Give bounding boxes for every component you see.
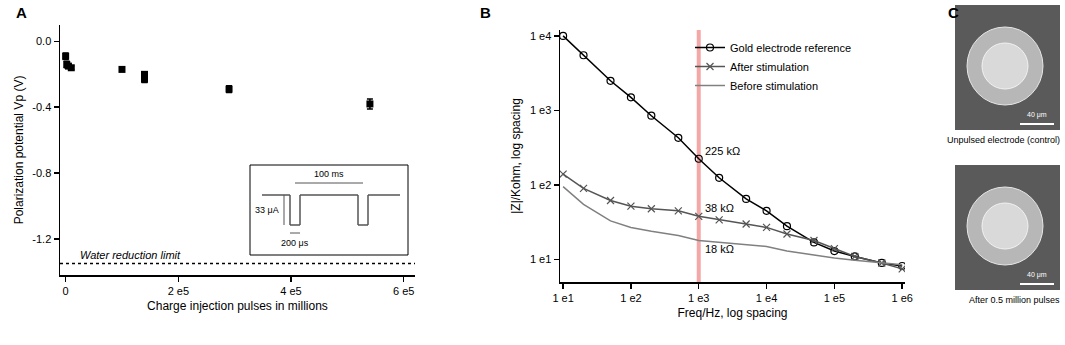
svg-text:Water reduction limit: Water reduction limit bbox=[80, 249, 181, 261]
svg-text:1 e6: 1 e6 bbox=[891, 292, 912, 304]
svg-text:1 e1: 1 e1 bbox=[552, 292, 573, 304]
svg-text:Freq/Hz, log spacing: Freq/Hz, log spacing bbox=[677, 306, 787, 320]
svg-text:Polarization potential Vp (V): Polarization potential Vp (V) bbox=[12, 76, 26, 225]
svg-text:After 0.5 million pulses: After 0.5 million pulses bbox=[969, 295, 1060, 305]
svg-text:-1.2: -1.2 bbox=[32, 233, 51, 245]
svg-text:Unpulsed electrode (control): Unpulsed electrode (control) bbox=[947, 135, 1060, 145]
svg-text:33 μA: 33 μA bbox=[255, 205, 279, 215]
svg-text:1 e2: 1 e2 bbox=[530, 179, 551, 191]
svg-text:Before stimulation: Before stimulation bbox=[730, 80, 818, 92]
svg-text:0.0: 0.0 bbox=[36, 35, 51, 47]
svg-text:1 e1: 1 e1 bbox=[530, 253, 551, 265]
svg-text:2 e5: 2 e5 bbox=[168, 285, 189, 297]
svg-text:38 kΩ: 38 kΩ bbox=[705, 202, 734, 214]
svg-text:-0.4: -0.4 bbox=[32, 101, 51, 113]
svg-text:6 e5: 6 e5 bbox=[393, 285, 414, 297]
svg-text:200 μs: 200 μs bbox=[281, 238, 309, 248]
svg-text:1 e2: 1 e2 bbox=[620, 292, 641, 304]
svg-text:1 e3: 1 e3 bbox=[688, 292, 709, 304]
svg-text:1 e5: 1 e5 bbox=[824, 292, 845, 304]
svg-text:After stimulation: After stimulation bbox=[730, 61, 809, 73]
svg-text:1 e4: 1 e4 bbox=[530, 30, 551, 42]
svg-text:40 μm: 40 μm bbox=[1027, 271, 1047, 279]
svg-text:1 e3: 1 e3 bbox=[530, 104, 551, 116]
svg-text:100 ms: 100 ms bbox=[314, 169, 344, 179]
svg-text:40 μm: 40 μm bbox=[1027, 111, 1047, 119]
svg-text:-0.8: -0.8 bbox=[32, 167, 51, 179]
svg-text:4 e5: 4 e5 bbox=[280, 285, 301, 297]
svg-text:C: C bbox=[948, 4, 959, 21]
svg-text:|Z|/Kohm, log spacing: |Z|/Kohm, log spacing bbox=[509, 98, 523, 214]
svg-text:0: 0 bbox=[63, 285, 69, 297]
svg-text:225 kΩ: 225 kΩ bbox=[705, 145, 740, 157]
svg-text:Gold electrode reference: Gold electrode reference bbox=[730, 42, 851, 54]
svg-text:18 kΩ: 18 kΩ bbox=[705, 243, 734, 255]
svg-text:A: A bbox=[16, 4, 27, 21]
svg-text:Charge injection pulses in mil: Charge injection pulses in millions bbox=[147, 299, 328, 313]
svg-text:1 e4: 1 e4 bbox=[756, 292, 777, 304]
svg-text:B: B bbox=[480, 4, 491, 21]
